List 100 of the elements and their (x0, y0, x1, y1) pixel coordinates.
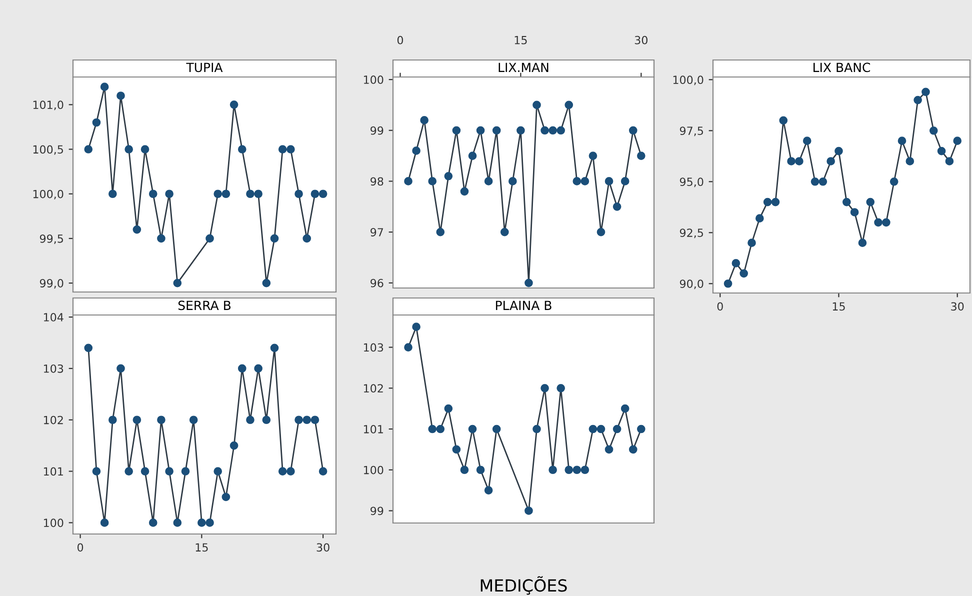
point (922, 88, 930, 96)
point (132, 416, 142, 424)
x-axis-title: MEDIÇÕES (480, 576, 567, 595)
point (476, 126, 485, 135)
point (755, 214, 764, 223)
point (214, 467, 222, 476)
point (278, 467, 287, 476)
point (206, 234, 214, 243)
point (508, 177, 517, 186)
point (724, 279, 732, 288)
point (580, 177, 590, 186)
point (620, 404, 630, 413)
x-tick-label: 15 (832, 302, 845, 311)
y-tick-label: 99,0 (40, 279, 64, 289)
point (500, 228, 509, 236)
point (181, 467, 190, 476)
point (206, 518, 214, 527)
y-tick-label: 104 (44, 313, 64, 322)
point (222, 190, 230, 198)
y-tick-label: 102 (364, 384, 383, 393)
point (189, 416, 198, 424)
point (452, 445, 461, 454)
point (732, 259, 740, 268)
point (604, 445, 614, 454)
point (262, 278, 271, 288)
point (580, 466, 590, 474)
point (157, 416, 166, 424)
point (246, 190, 254, 198)
point (165, 190, 174, 198)
point (548, 126, 557, 135)
point (468, 424, 477, 434)
point (222, 492, 230, 502)
y-tick-label: 100 (364, 76, 384, 84)
point (444, 404, 453, 413)
point (476, 466, 485, 474)
y-tick-label: 95,0 (680, 178, 704, 188)
point (572, 177, 582, 186)
point (436, 424, 445, 434)
point (92, 467, 101, 476)
point (890, 177, 898, 186)
point (588, 424, 598, 434)
point (628, 126, 638, 135)
point (763, 198, 772, 206)
point (866, 198, 875, 206)
y-tick-label: 99 (370, 126, 384, 135)
point (620, 177, 630, 186)
point (165, 467, 174, 476)
point (636, 424, 646, 434)
point (492, 424, 501, 434)
point (404, 343, 412, 352)
point (246, 416, 254, 424)
point (108, 416, 117, 424)
point (148, 518, 158, 527)
point (140, 467, 150, 476)
point (604, 177, 614, 186)
point (818, 177, 828, 186)
y-tick-label: 103 (44, 364, 64, 373)
point (436, 228, 445, 236)
x-tick-label: 30 (951, 302, 964, 311)
point (810, 177, 820, 186)
y-tick-label: 100 (364, 466, 384, 474)
y-tick-label: 101 (44, 467, 63, 476)
point (953, 136, 962, 146)
point (882, 218, 890, 227)
point (278, 145, 287, 154)
point (540, 384, 549, 392)
y-tick-label: 97 (370, 228, 384, 236)
point (937, 146, 946, 156)
point (230, 441, 238, 450)
chart-title: SERRA B (178, 300, 231, 310)
point (596, 424, 606, 434)
x-tick-label: 15 (196, 543, 208, 552)
point (596, 228, 606, 236)
y-tick-label: 103 (364, 343, 384, 352)
point (532, 424, 541, 434)
point (484, 486, 493, 494)
chart-title: LIX BANC (814, 62, 870, 72)
point (850, 208, 859, 216)
point (270, 344, 279, 352)
point (460, 187, 469, 196)
point (834, 146, 843, 156)
point (294, 190, 303, 198)
point (198, 518, 206, 527)
point (92, 118, 101, 127)
point (612, 424, 622, 434)
point (254, 190, 262, 198)
point (564, 100, 574, 110)
point (318, 467, 328, 476)
y-tick-label: 100,0 (673, 76, 704, 86)
point (294, 416, 303, 424)
point (286, 145, 295, 154)
point (564, 466, 574, 474)
point (556, 384, 566, 392)
point (826, 157, 835, 166)
point (945, 157, 954, 166)
y-tick-label: 101 (364, 424, 383, 434)
point (310, 190, 320, 198)
y-tick-label: 98 (370, 177, 384, 186)
point (452, 126, 461, 135)
chart-title: TUPIA (186, 62, 223, 72)
